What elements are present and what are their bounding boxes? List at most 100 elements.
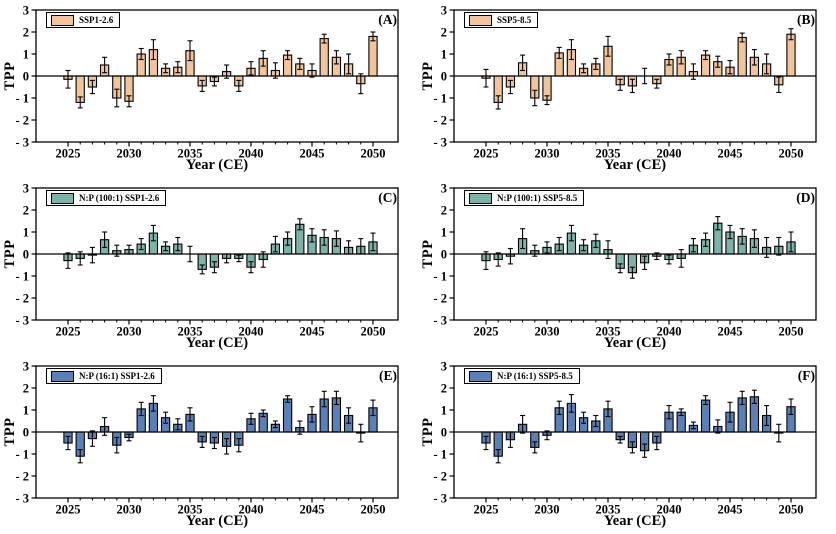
legend-a: SSP1-2.6	[46, 12, 121, 28]
x-tick-label: 2030	[117, 147, 142, 161]
y-tick-label: 2	[23, 25, 29, 39]
y-axis-label: TPP	[419, 61, 436, 91]
panel-b: 3 2 1 0 - 1 - 2 - 3 2025 2030 2035 2040 2045 2050 TP…	[418, 0, 836, 178]
legend-swatch	[51, 14, 74, 26]
panel-f: 3 2 1 0 - 1 - 2 - 3 2025 2030 2035 2040 2045 2050 TP…	[418, 356, 836, 534]
y-tick-label: - 1	[15, 447, 29, 461]
bar-chart-e: 3 2 1 0 - 1 - 2 - 3 2025 2030 2035 2040 2045 2050	[15, 359, 399, 517]
panel-letter: (F)	[797, 368, 815, 383]
x-tick-label: 2050	[361, 147, 386, 161]
y-tick-label: 1	[23, 403, 29, 417]
x-tick-label: 2035	[178, 503, 203, 517]
y-tick-label: - 2	[433, 469, 447, 483]
x-tick-label: 2025	[56, 147, 81, 161]
x-tick-label: 2040	[239, 147, 264, 161]
y-tick-label: 1	[23, 47, 29, 61]
bar	[737, 36, 747, 77]
bar-chart-b: 3 2 1 0 - 1 - 2 - 3 2025 2030 2035 2040 2045 2050	[433, 3, 817, 161]
y-tick-label: - 2	[15, 291, 29, 305]
y-tick-label: 0	[441, 247, 447, 261]
x-tick-label: 2050	[361, 503, 386, 517]
y-tick-label: - 3	[15, 491, 29, 505]
y-tick-label: 1	[441, 225, 447, 239]
x-axis-label: Year (CE)	[603, 513, 667, 529]
x-tick-label: 2035	[596, 147, 621, 161]
plot-frame	[35, 9, 399, 143]
x-tick-label: 2045	[718, 325, 743, 339]
y-tick-label: 3	[441, 3, 447, 17]
y-tick-label: - 2	[15, 469, 29, 483]
y-axis-label: TPP	[1, 239, 18, 269]
legend-swatch	[469, 192, 492, 204]
x-tick-label: 2025	[56, 503, 81, 517]
panel-letter: (D)	[796, 190, 815, 205]
x-tick-label: 2040	[657, 325, 682, 339]
y-axis-label: TPP	[419, 417, 436, 447]
y-axis-label: TPP	[419, 239, 436, 269]
x-tick-label: 2030	[535, 325, 560, 339]
x-tick-label: 2050	[779, 147, 804, 161]
y-tick-label: 2	[23, 203, 29, 217]
y-tick-label: 2	[441, 381, 447, 395]
x-axis-label: Year (CE)	[603, 335, 667, 351]
y-tick-label: - 1	[433, 91, 447, 105]
x-tick-label: 2045	[718, 147, 743, 161]
x-tick-label: 2040	[239, 503, 264, 517]
legend-label: SSP1-2.6	[79, 15, 114, 25]
bar-chart-f: 3 2 1 0 - 1 - 2 - 3 2025 2030 2035 2040 2045 2050	[433, 359, 817, 517]
x-tick-label: 2035	[596, 325, 621, 339]
legend-d: N:P (100:1) SSP5-8.5	[464, 190, 585, 206]
legend-swatch	[469, 14, 492, 26]
y-tick-label: - 3	[433, 135, 447, 149]
x-tick-label: 2030	[535, 147, 560, 161]
plot-frame	[453, 365, 817, 499]
x-tick-label: 2045	[300, 503, 325, 517]
panel-letter: (E)	[379, 368, 397, 383]
panel-e: 3 2 1 0 - 1 - 2 - 3 2025 2030 2035 2040 2045 2050 TP…	[0, 356, 418, 534]
x-tick-label: 2025	[474, 503, 499, 517]
legend-swatch	[51, 370, 74, 382]
y-tick-label: 0	[23, 425, 29, 439]
panel-a: 3 2 1 0 - 1 - 2 - 3 2025 2030 2035 2040 2045 2050 TP…	[0, 0, 418, 178]
plot-frame	[35, 187, 399, 321]
y-tick-label: - 1	[433, 269, 447, 283]
y-tick-label: 2	[23, 381, 29, 395]
y-tick-label: - 2	[433, 113, 447, 127]
y-tick-label: 1	[23, 225, 29, 239]
bar	[368, 35, 378, 77]
legend-f: N:P (16:1) SSP5-8.5	[464, 368, 580, 384]
y-tick-label: - 1	[433, 447, 447, 461]
x-tick-label: 2030	[117, 325, 142, 339]
legend-label: SSP5-8.5	[497, 15, 532, 25]
legend-swatch	[469, 370, 492, 382]
bar-chart-c: 3 2 1 0 - 1 - 2 - 3 2025 2030 2035 2040 2045 2050	[15, 181, 399, 339]
y-tick-label: 3	[23, 3, 29, 17]
x-axis-label: Year (CE)	[185, 157, 249, 173]
x-axis-label: Year (CE)	[185, 335, 249, 351]
y-tick-label: 0	[441, 69, 447, 83]
legend-label: N:P (16:1) SSP1-2.6	[79, 371, 155, 381]
plot-frame	[453, 9, 817, 143]
y-tick-label: - 3	[433, 491, 447, 505]
bar	[282, 398, 293, 433]
legend-label: N:P (100:1) SSP5-8.5	[497, 193, 578, 203]
x-tick-label: 2025	[56, 325, 81, 339]
y-tick-label: - 1	[15, 91, 29, 105]
legend-label: N:P (100:1) SSP1-2.6	[79, 193, 160, 203]
legend-swatch	[51, 192, 74, 204]
x-axis-label: Year (CE)	[185, 513, 249, 529]
x-tick-label: 2035	[178, 325, 203, 339]
panel-letter: (C)	[378, 190, 397, 205]
x-tick-label: 2025	[474, 325, 499, 339]
y-tick-label: - 3	[433, 313, 447, 327]
y-axis-label: TPP	[1, 61, 18, 91]
x-tick-label: 2050	[779, 503, 804, 517]
y-tick-label: 0	[23, 69, 29, 83]
y-tick-label: - 3	[15, 135, 29, 149]
plot-frame	[35, 365, 399, 499]
x-tick-label: 2035	[596, 503, 621, 517]
panel-letter: (B)	[797, 12, 815, 27]
legend-e: N:P (16:1) SSP1-2.6	[46, 368, 162, 384]
y-tick-label: 3	[441, 181, 447, 195]
